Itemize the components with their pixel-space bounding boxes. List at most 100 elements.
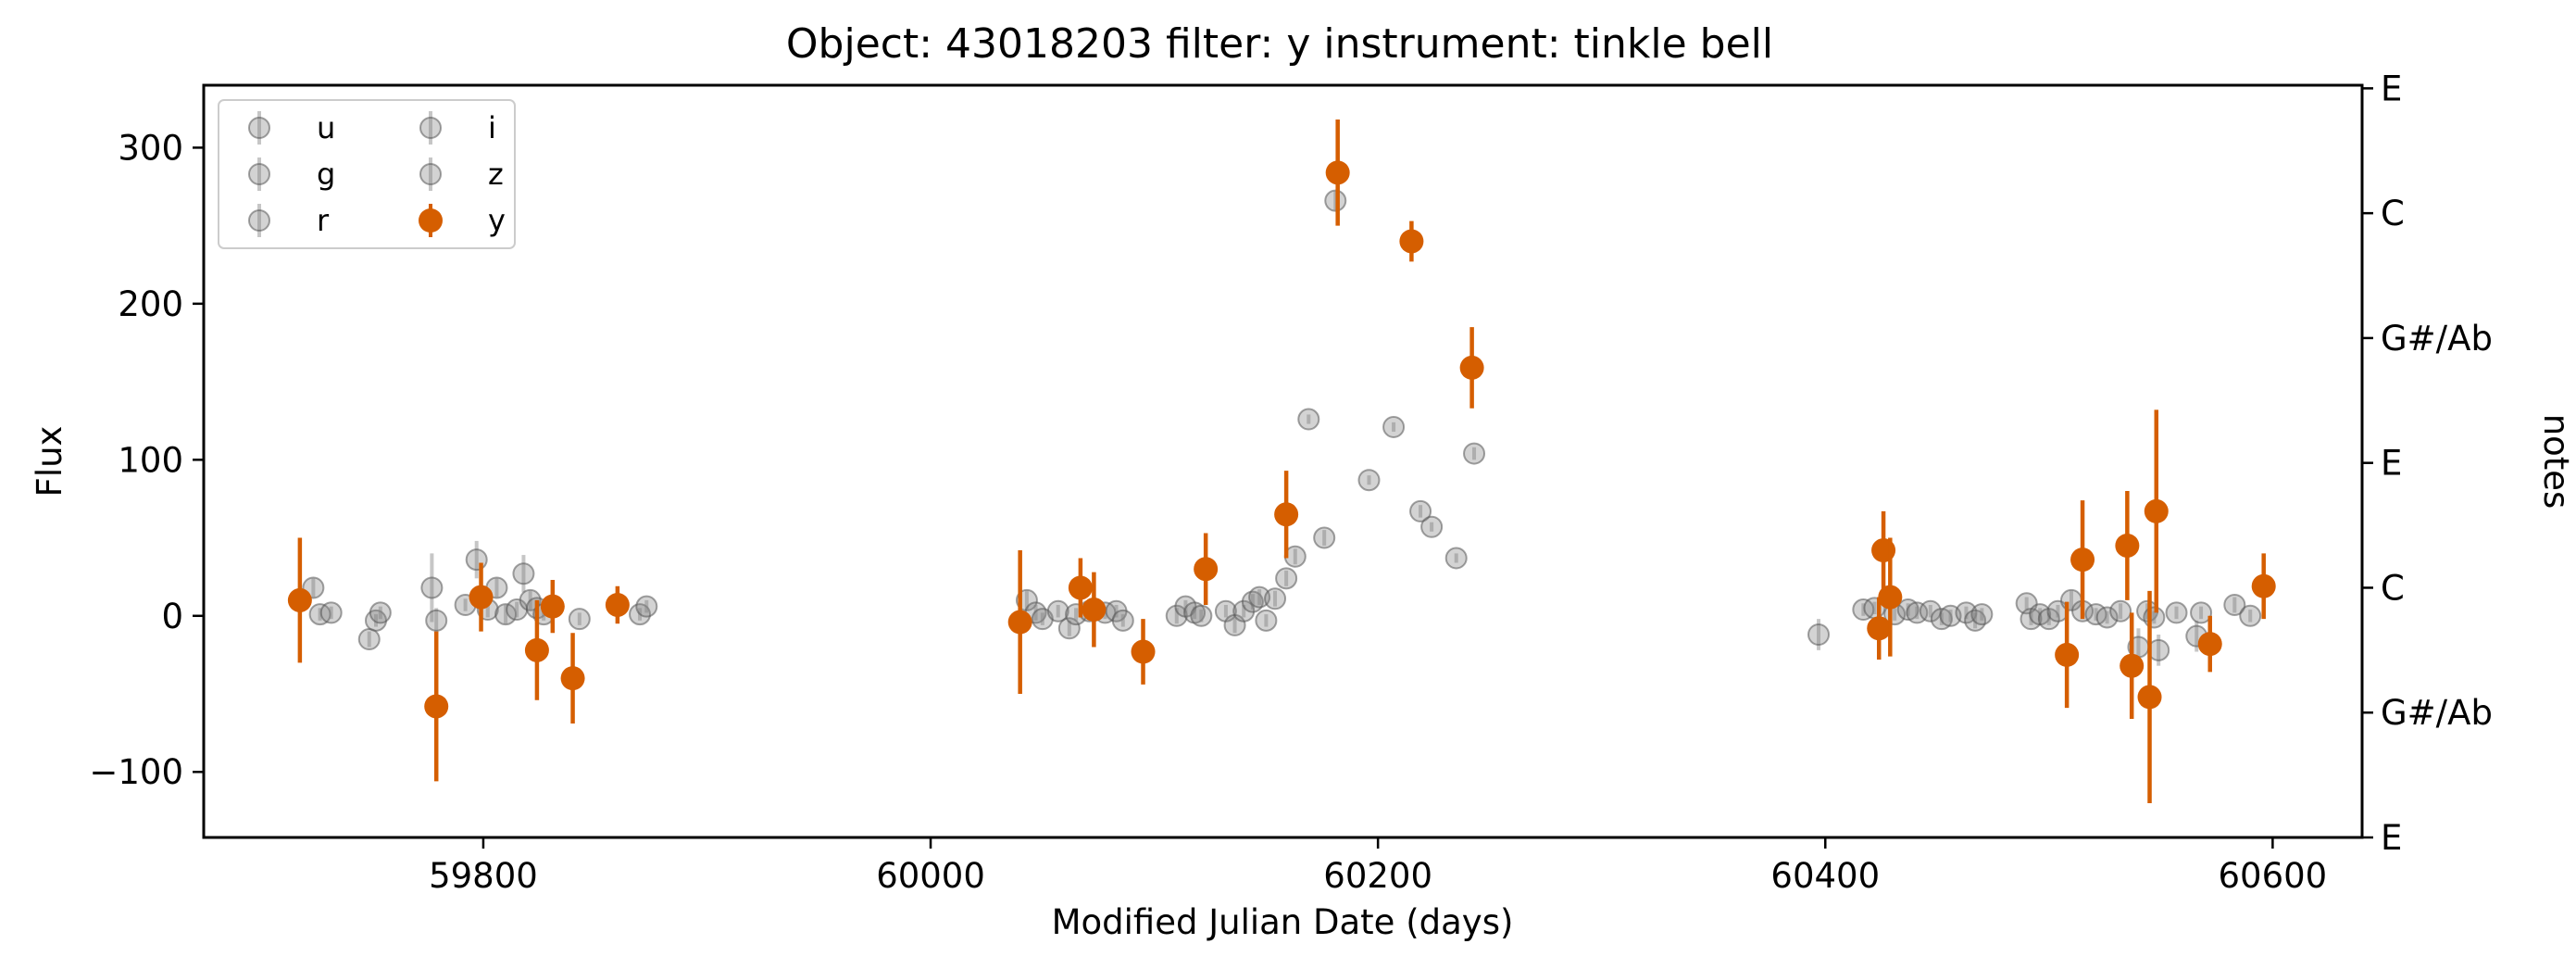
y-point-23 [2137, 685, 2162, 710]
legend-label-r: r [317, 203, 330, 238]
other-point-52 [1463, 442, 1486, 465]
other-point-41 [1264, 587, 1287, 610]
other-point-25 [1057, 617, 1081, 640]
y-axis-ticks: −100 0 100 200 300 [89, 128, 204, 792]
y-tick-label-4: 300 [118, 128, 183, 168]
y-point-19 [2055, 642, 2080, 667]
other-point-46 [1324, 189, 1347, 212]
other-point-48 [1382, 415, 1406, 438]
other-point-24 [1046, 599, 1069, 623]
legend-marker-z [419, 163, 442, 185]
legend-marker-i [419, 117, 442, 139]
other-point-14 [512, 562, 535, 585]
y-point-24 [2144, 498, 2169, 523]
other-point-53 [1807, 623, 1831, 646]
other-point-51 [1444, 547, 1468, 570]
y-point-26 [2251, 573, 2276, 598]
x-axis-label: Modified Julian Date (days) [1052, 902, 1514, 942]
y-tick-label-1: 0 [161, 597, 183, 636]
other-point-40 [1255, 609, 1278, 632]
other-point-82 [2223, 593, 2246, 616]
y-point-22 [2120, 653, 2145, 678]
other-point-30 [1111, 609, 1134, 632]
other-point-47 [1357, 469, 1381, 492]
y-tick-label-2: 100 [118, 440, 183, 480]
legend-label-g: g [317, 157, 335, 192]
other-point-79 [2165, 601, 2188, 624]
x-tick-label-4: 60600 [2219, 856, 2328, 896]
y-point-20 [2070, 547, 2095, 573]
note-tick-label-1: G#/Ab [2381, 693, 2493, 733]
legend-marker-g [248, 163, 270, 185]
note-tick-label-4: G#/Ab [2381, 319, 2493, 359]
y-point-12 [1274, 502, 1299, 527]
other-point-39 [1248, 585, 1271, 609]
x-tick-label-3: 60400 [1770, 856, 1880, 896]
other-point-3 [357, 628, 381, 651]
x-tick-label-1: 60000 [876, 856, 985, 896]
y-point-6 [605, 592, 630, 617]
other-point-54 [1852, 598, 1875, 622]
notes-axis-label: notes [2536, 414, 2576, 510]
x-tick-label-0: 59800 [429, 856, 538, 896]
other-point-50 [1420, 515, 1444, 538]
chart-title: Object: 43018203 filter: y instrument: t… [786, 20, 1773, 68]
x-axis-ticks: 59800 60000 60200 60400 60600 [429, 837, 2327, 896]
other-point-49 [1409, 499, 1432, 522]
legend-frame [218, 99, 516, 249]
y-point-13 [1325, 160, 1350, 185]
other-point-64 [1970, 603, 1994, 626]
legend-label-z: z [488, 157, 504, 192]
note-tick-label-5: C [2381, 194, 2405, 233]
y-point-3 [524, 637, 549, 662]
y-point-10 [1131, 639, 1156, 664]
y-point-14 [1399, 229, 1424, 254]
x-tick-label-2: 60200 [1323, 856, 1432, 896]
plot-frame [202, 83, 2364, 839]
legend-label-u: u [317, 110, 335, 145]
other-point-20 [635, 595, 658, 618]
other-filters-points [302, 189, 2262, 666]
y-point-2 [469, 585, 494, 610]
other-point-34 [1190, 604, 1213, 627]
other-point-68 [2037, 608, 2060, 631]
y-point-8 [1068, 575, 1093, 600]
note-tick-label-6: E [2381, 69, 2402, 108]
other-point-1 [308, 603, 331, 626]
y-tick-label-3: 200 [118, 284, 183, 324]
other-point-18 [568, 608, 591, 631]
y-axis-label: Flux [30, 426, 69, 497]
y-point-0 [287, 587, 312, 612]
legend-label-y: y [488, 203, 506, 238]
other-point-42 [1275, 567, 1298, 590]
other-point-62 [1955, 601, 1978, 624]
y-point-21 [2115, 533, 2140, 558]
legend-label-i: i [488, 110, 496, 145]
y-point-9 [1082, 598, 1107, 623]
other-point-6 [420, 576, 444, 599]
y-point-1 [424, 694, 449, 719]
other-point-45 [1313, 526, 1336, 549]
note-tick-label-2: C [2381, 568, 2405, 608]
other-point-44 [1297, 408, 1320, 431]
y-point-7 [1007, 610, 1032, 635]
other-point-81 [2190, 601, 2213, 624]
other-point-77 [2143, 606, 2166, 629]
y-point-16 [1867, 616, 1892, 641]
y-point-15 [1459, 355, 1484, 380]
y-point-11 [1194, 557, 1219, 582]
y-point-5 [560, 666, 585, 691]
other-point-9 [465, 548, 488, 572]
y-point-18 [1878, 585, 1903, 610]
other-point-2 [319, 601, 343, 624]
y-tick-label-0: −100 [89, 752, 183, 792]
notes-axis-ticks: E G#/Ab C E G#/Ab C E [2362, 69, 2493, 858]
legend-marker-y [419, 208, 443, 233]
y-filter-points [287, 120, 2276, 803]
y-point-4 [540, 594, 565, 619]
other-point-12 [494, 603, 518, 626]
other-point-63 [1964, 609, 1987, 632]
note-tick-label-3: E [2381, 444, 2402, 484]
note-tick-label-0: E [2381, 818, 2402, 858]
